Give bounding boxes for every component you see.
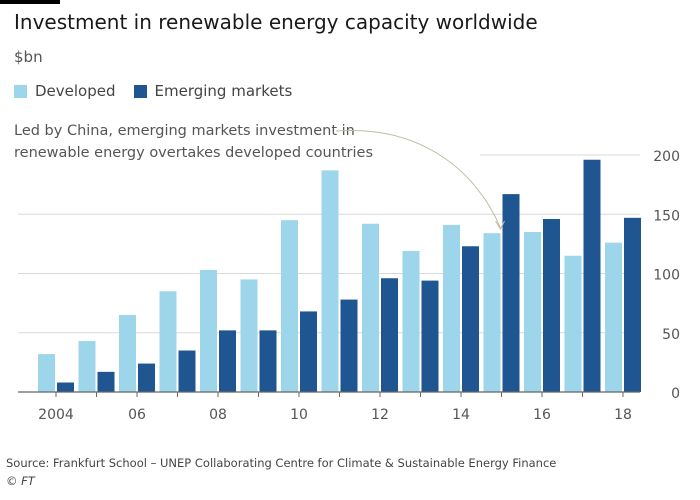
bar-emerging-2016 [543,218,560,392]
bar-developed-2011 [321,170,339,392]
source-note: Source: Frankfurt School – UNEP Collabor… [6,456,557,470]
x-tick-label: 16 [533,407,551,423]
bar-emerging-2006 [138,363,155,392]
x-tick-label: 12 [371,407,389,423]
bar-emerging-2012 [381,278,398,392]
x-tick-label: 18 [614,407,632,423]
y-tick-label: 50 [662,327,680,343]
bar-developed-2010 [281,220,298,392]
bar-developed-2005 [78,341,96,392]
annotation-arrowhead [495,220,505,231]
bar-emerging-2018 [624,217,641,392]
legend-item-developed: Developed [14,82,116,100]
annotation-arrow-line [335,129,501,229]
bar-emerging-2007 [178,350,196,392]
y-tick-label: 100 [653,268,680,284]
annotation-line-1: Led by China, emerging markets investmen… [14,123,355,139]
x-tick-label: 10 [290,407,308,423]
chart-annotation: Led by China, emerging markets investmen… [14,120,374,164]
brand-bar [0,0,60,4]
legend-swatch-developed [14,84,27,98]
chart-subtitle: $bn [14,48,43,66]
bar-emerging-2014 [462,246,479,392]
bar-developed-2012 [362,223,379,392]
chart-title: Investment in renewable energy capacity … [14,10,538,34]
bar-developed-2015 [483,233,501,392]
ft-credit: © FT [6,474,35,488]
annotation-line-2: renewable energy overtakes developed cou… [14,145,374,161]
bar-emerging-2005 [97,371,115,392]
bar-developed-2016 [524,232,541,392]
legend-item-emerging: Emerging markets [133,82,293,100]
bar-developed-2013 [402,250,420,392]
bar-emerging-2010 [300,311,317,392]
x-tick-label: 14 [452,407,470,423]
legend-label-developed: Developed [35,82,116,100]
bar-emerging-2013 [421,280,439,392]
bar-emerging-2015 [502,194,520,392]
bar-emerging-2008 [219,330,236,392]
bar-emerging-2017 [583,159,601,392]
bar-developed-2018 [605,242,622,392]
bar-developed-2008 [200,269,217,392]
x-tick-label: 2004 [38,407,74,423]
bar-developed-2004 [38,354,55,392]
bar-developed-2014 [443,224,460,392]
bar-emerging-2004 [57,382,74,392]
y-tick-label: 150 [653,208,680,224]
y-tick-label: 200 [653,149,680,165]
bar-developed-2017 [564,255,582,392]
bar-emerging-2011 [340,299,358,392]
legend-label-emerging: Emerging markets [154,82,293,100]
legend: Developed Emerging markets [14,81,310,101]
legend-swatch-emerging [133,84,147,98]
bar-developed-2006 [119,314,136,392]
y-tick-label: 0 [671,386,680,402]
bar-emerging-2009 [259,330,277,392]
bar-developed-2009 [240,279,258,392]
x-tick-label: 06 [128,407,146,423]
x-tick-label: 08 [209,407,227,423]
bar-developed-2007 [159,291,177,392]
